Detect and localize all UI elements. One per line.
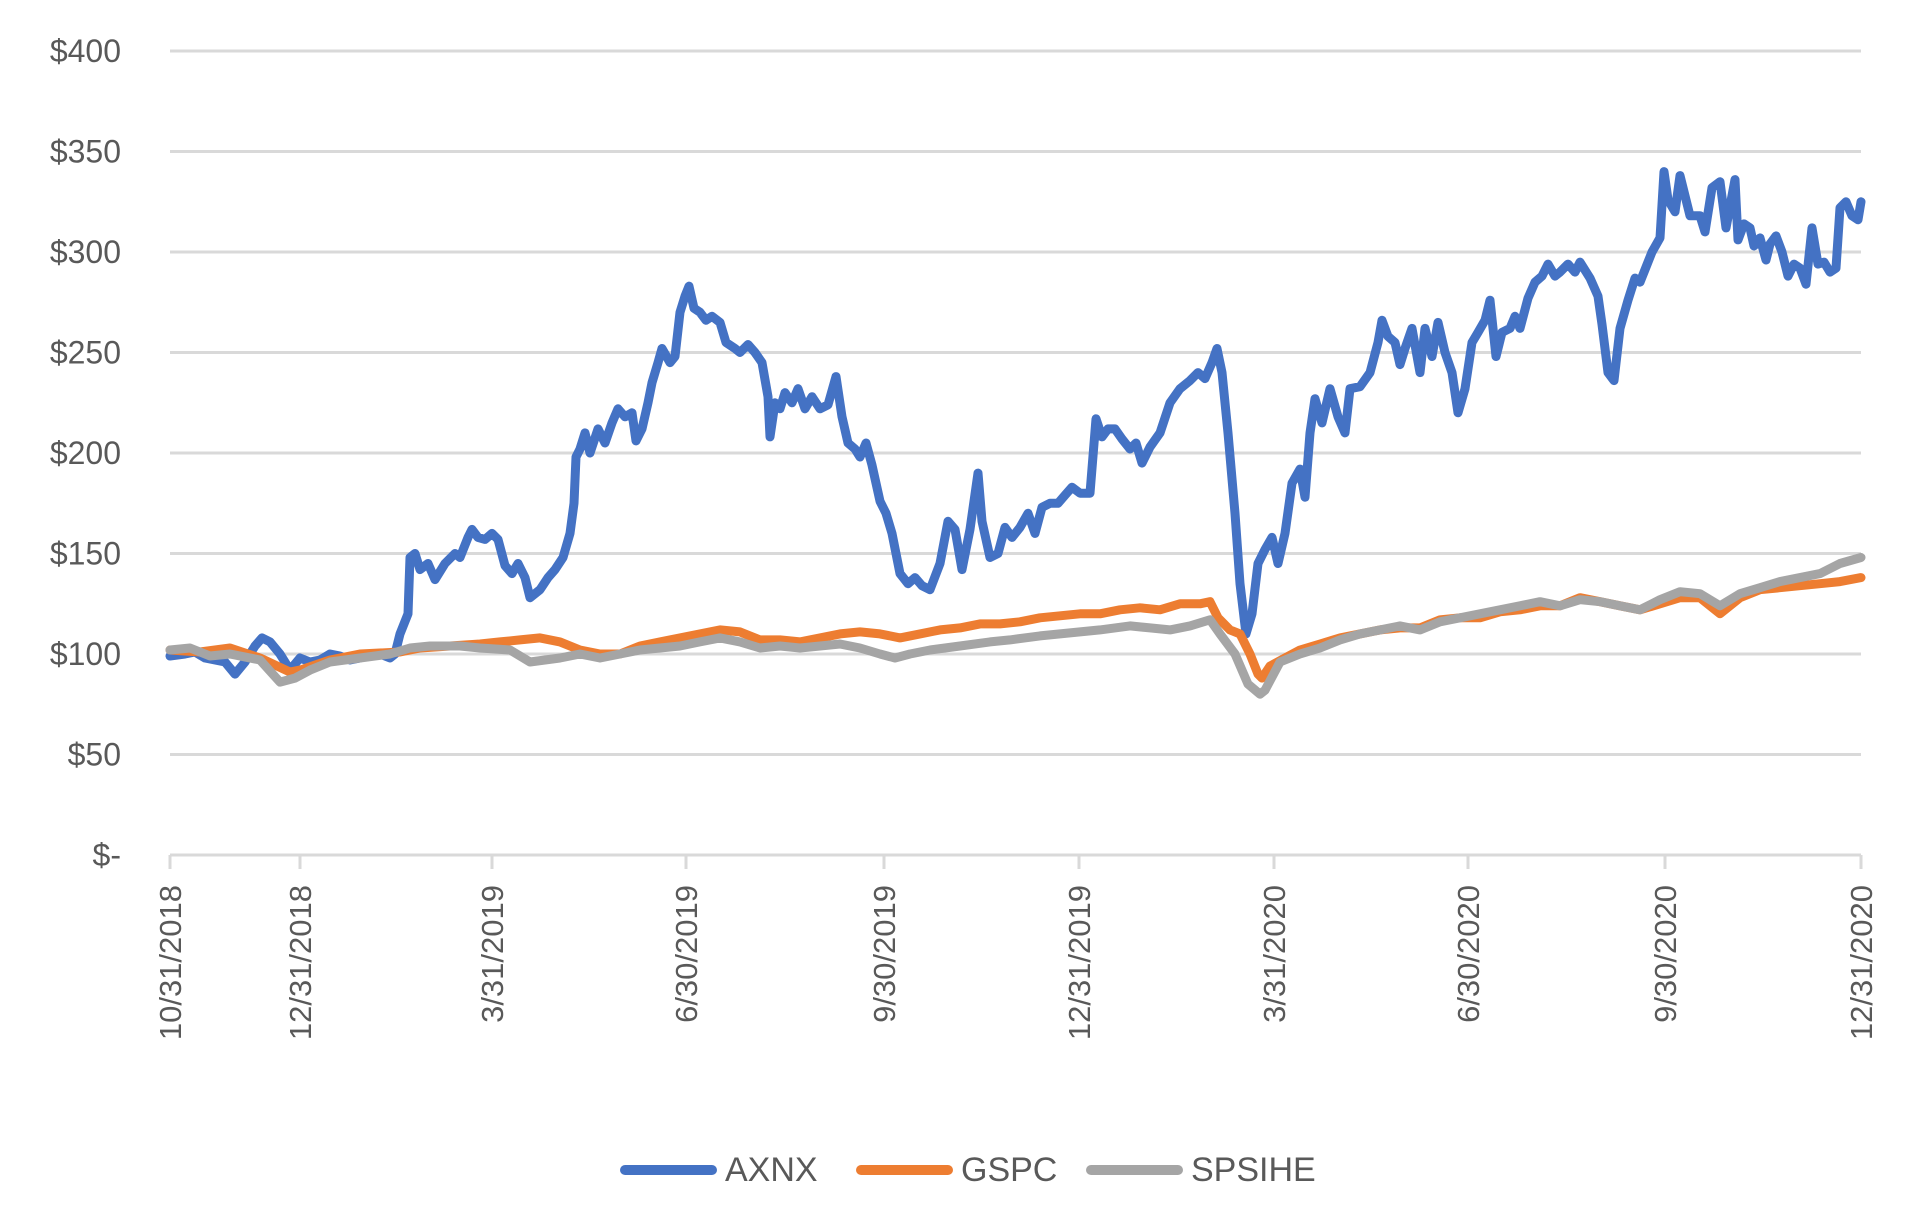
- y-tick-label: $50: [68, 737, 121, 773]
- y-tick-label: $300: [50, 234, 121, 270]
- x-tick-label: 9/30/2019: [867, 885, 902, 1023]
- legend-item-spsihe[interactable]: SPSIHE: [1086, 1145, 1316, 1195]
- legend-item-axnx[interactable]: AXNX: [620, 1145, 818, 1195]
- x-tick-label: 12/31/2018: [283, 885, 318, 1040]
- x-tick-label: 9/30/2020: [1648, 885, 1683, 1023]
- y-tick-label: $-: [93, 837, 121, 873]
- series-line-gspc: [165, 573, 1866, 683]
- legend-label-axnx: AXNX: [725, 1150, 818, 1189]
- y-tick-label: $200: [50, 435, 121, 471]
- legend-item-gspc[interactable]: GSPC: [856, 1145, 1057, 1195]
- y-tick-label: $150: [50, 536, 121, 572]
- x-axis: 10/31/2018 12/31/2018 3/31/2019 6/30/2019 9/…: [153, 853, 1879, 1040]
- x-tick-label: 12/31/2020: [1844, 885, 1879, 1040]
- y-axis-labels: $- $50 $100 $150 $200 $250 $300 $350 $400: [50, 33, 121, 873]
- y-tick-label: $350: [50, 134, 121, 170]
- series-line-spsihe: [165, 553, 1866, 699]
- legend-swatch-gspc: [856, 1165, 953, 1175]
- series-line-axnx: [165, 167, 1866, 679]
- legend: AXNX GSPC SPSIHE: [0, 1145, 1912, 1195]
- x-tick-label: 3/31/2019: [475, 885, 510, 1023]
- legend-label-gspc: GSPC: [961, 1150, 1058, 1189]
- legend-swatch-axnx: [620, 1165, 717, 1175]
- y-tick-label: $100: [50, 636, 121, 672]
- x-tick-label: 12/31/2019: [1062, 885, 1097, 1040]
- y-tick-label: $400: [50, 33, 121, 69]
- x-tick-label: 6/30/2019: [669, 885, 704, 1023]
- y-tick-label: $250: [50, 335, 121, 371]
- series-lines: [165, 167, 1866, 699]
- x-tick-label: 10/31/2018: [153, 885, 188, 1040]
- legend-swatch-spsihe: [1086, 1165, 1183, 1175]
- x-tick-label: 3/31/2020: [1257, 885, 1292, 1023]
- legend-label-spsihe: SPSIHE: [1191, 1150, 1316, 1189]
- x-tick-label: 6/30/2020: [1451, 885, 1486, 1023]
